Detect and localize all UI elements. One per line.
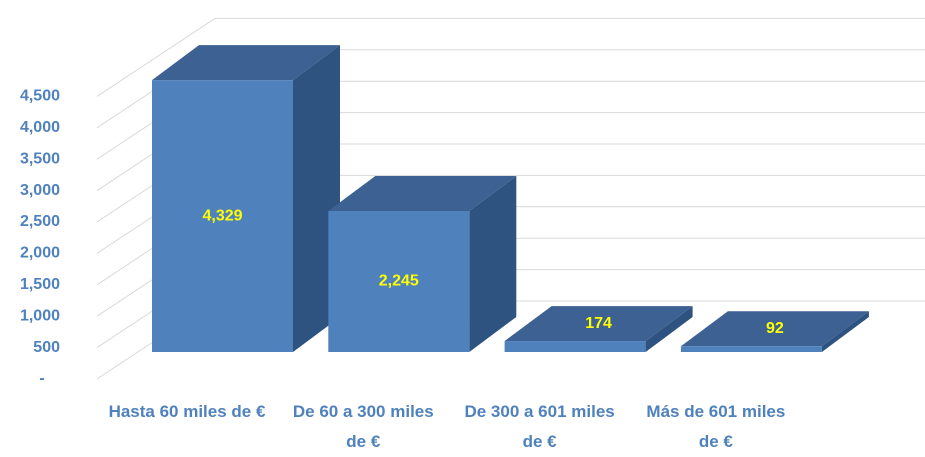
x-tick-label: Más de 601 miles de € [646,402,786,451]
x-tick-label: Hasta 60 miles de € [108,402,266,421]
bar-top [680,311,869,347]
y-tick-label: 2,000 [20,245,60,262]
y-tick-label: 3,000 [20,182,60,199]
bar-side [821,311,869,352]
y-tick-label: 1,000 [20,307,60,324]
y-tick-label: 4,000 [20,119,60,136]
value-label: 174 [585,315,612,332]
bar-top [152,45,340,81]
y-tick-label: - [39,370,44,387]
x-tick-label: De 60 a 300 miles de € [292,402,434,451]
grid-line [96,17,925,97]
bar-top [328,176,517,212]
bar-side [469,176,517,352]
bar [152,80,293,353]
y-tick-label: 500 [33,339,60,356]
bar [328,211,470,352]
y-tick-label: 2,500 [20,213,60,230]
bar-side [645,306,693,352]
value-label: 2,245 [379,273,419,290]
value-label: 4,329 [202,207,242,224]
bar [680,346,822,352]
value-label: 92 [766,320,784,337]
y-tick-label: 4,500 [20,88,60,105]
y-tick-label: 3,500 [20,150,60,167]
x-tick-label: De 300 a 601 miles de € [464,402,615,451]
bar-side [293,45,340,353]
y-tick-label: 1,500 [20,276,60,293]
bar-top [504,306,693,342]
bar [504,341,646,352]
